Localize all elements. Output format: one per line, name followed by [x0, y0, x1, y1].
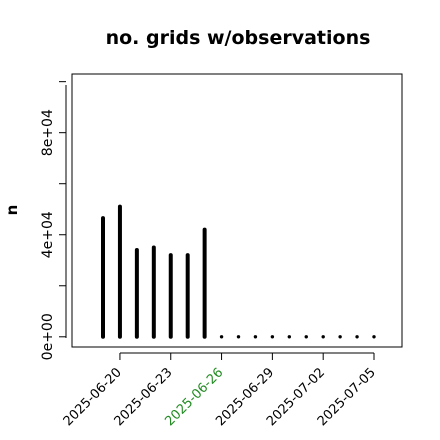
plot-frame — [71, 73, 403, 348]
y-tick-label: 0e+00 — [40, 313, 56, 360]
bars — [101, 204, 376, 339]
bar — [219, 335, 224, 339]
y-axis-label: n — [3, 205, 21, 216]
bar — [321, 335, 325, 339]
bar — [304, 335, 308, 339]
y-tick-label: 8e+04 — [40, 109, 56, 156]
y-tick-label: 4e+04 — [40, 211, 56, 258]
bar — [372, 335, 376, 339]
bar — [355, 335, 359, 339]
bar — [287, 335, 292, 339]
bar — [270, 335, 275, 339]
bar — [253, 335, 258, 339]
y-ticks: 0e+00 4e+04 8e+04 — [40, 81, 66, 360]
bar — [236, 335, 241, 339]
x-ticks: 2025-06-202025-06-232025-06-262025-06-29… — [61, 353, 379, 429]
chart-title: no. grids w/observations — [106, 27, 371, 49]
bar — [338, 335, 342, 339]
